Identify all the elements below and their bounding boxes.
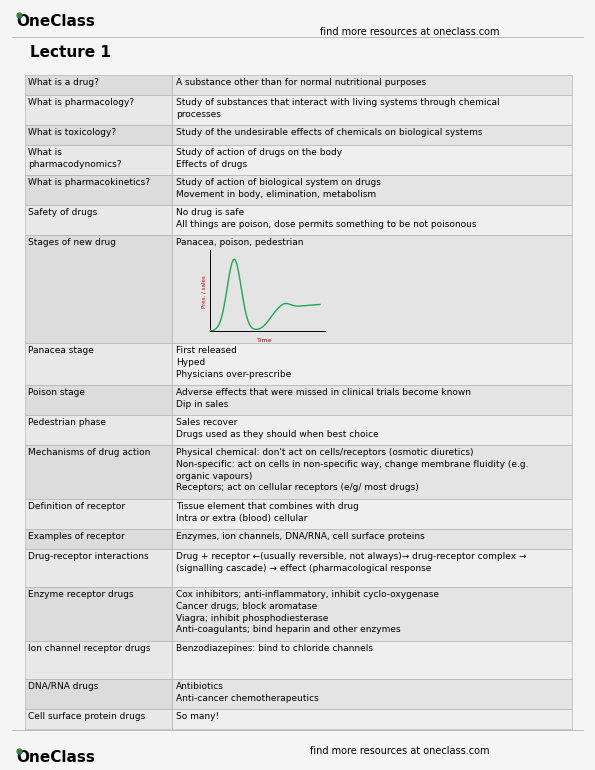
Bar xyxy=(25,175,172,205)
Bar xyxy=(25,587,172,641)
Bar xyxy=(172,145,572,175)
Bar xyxy=(172,125,572,145)
Text: Panacea, poison, pedestrian: Panacea, poison, pedestrian xyxy=(176,238,303,247)
Text: Pres. / sales: Pres. / sales xyxy=(201,276,206,308)
Text: What is pharmacology?: What is pharmacology? xyxy=(28,98,134,107)
Bar xyxy=(172,587,572,641)
Text: Definition of receptor: Definition of receptor xyxy=(28,502,125,511)
Bar xyxy=(172,235,572,343)
Text: Drug + receptor ←(usually reversible, not always)→ drug-receptor complex →
(sign: Drug + receptor ←(usually reversible, no… xyxy=(176,552,527,573)
Text: Panacea stage: Panacea stage xyxy=(28,346,94,355)
Bar xyxy=(25,529,172,549)
Bar xyxy=(25,125,172,145)
Text: Lecture 1: Lecture 1 xyxy=(30,45,111,60)
Text: What is a drug?: What is a drug? xyxy=(28,78,99,87)
Bar xyxy=(172,499,572,529)
Bar xyxy=(172,75,572,95)
Text: Ion channel receptor drugs: Ion channel receptor drugs xyxy=(28,644,151,653)
Bar xyxy=(172,175,572,205)
Text: Time: Time xyxy=(257,338,273,343)
Text: Stages of new drug: Stages of new drug xyxy=(28,238,116,247)
Text: No drug is safe
All things are poison, dose permits something to be not poisonou: No drug is safe All things are poison, d… xyxy=(176,208,477,229)
Text: OneClass: OneClass xyxy=(16,14,95,29)
Text: Sales recover
Drugs used as they should when best choice: Sales recover Drugs used as they should … xyxy=(176,418,379,439)
Text: Tissue element that combines with drug
Intra or extra (blood) cellular: Tissue element that combines with drug I… xyxy=(176,502,359,523)
Text: What is toxicology?: What is toxicology? xyxy=(28,128,116,137)
Text: Safety of drugs: Safety of drugs xyxy=(28,208,97,217)
Text: Study of the undesirable effects of chemicals on biological systems: Study of the undesirable effects of chem… xyxy=(176,128,483,137)
Text: OneClass: OneClass xyxy=(16,750,95,765)
Text: Enzymes, ion channels, DNA/RNA, cell surface proteins: Enzymes, ion channels, DNA/RNA, cell sur… xyxy=(176,532,425,541)
Bar xyxy=(25,415,172,445)
Text: find more resources at oneclass.com: find more resources at oneclass.com xyxy=(310,746,490,756)
Bar xyxy=(25,679,172,709)
Text: Antibiotics
Anti-cancer chemotherapeutics: Antibiotics Anti-cancer chemotherapeutic… xyxy=(176,682,319,703)
Text: First released
Hyped
Physicians over-prescribe: First released Hyped Physicians over-pre… xyxy=(176,346,291,379)
Bar xyxy=(25,549,172,587)
Bar xyxy=(172,95,572,125)
Bar xyxy=(172,709,572,729)
Bar xyxy=(25,145,172,175)
Text: Adverse effects that were missed in clinical trials become known
Dip in sales: Adverse effects that were missed in clin… xyxy=(176,388,471,409)
Bar xyxy=(172,343,572,385)
Text: Study of action of biological system on drugs
Movement in body, elimination, met: Study of action of biological system on … xyxy=(176,178,381,199)
Text: So many!: So many! xyxy=(176,712,219,721)
Text: Drug-receptor interactions: Drug-receptor interactions xyxy=(28,552,149,561)
Text: Physical chemical: don't act on cells/receptors (osmotic diuretics)
Non-specific: Physical chemical: don't act on cells/re… xyxy=(176,448,528,492)
Text: Cell surface protein drugs: Cell surface protein drugs xyxy=(28,712,145,721)
Text: What is pharmacokinetics?: What is pharmacokinetics? xyxy=(28,178,150,187)
Text: find more resources at oneclass.com: find more resources at oneclass.com xyxy=(320,27,499,37)
Bar xyxy=(172,641,572,679)
Text: Study of substances that interact with living systems through chemical
processes: Study of substances that interact with l… xyxy=(176,98,500,119)
Bar xyxy=(25,385,172,415)
Bar xyxy=(25,709,172,729)
Bar xyxy=(25,641,172,679)
Bar xyxy=(172,205,572,235)
Bar xyxy=(172,415,572,445)
Text: DNA/RNA drugs: DNA/RNA drugs xyxy=(28,682,98,691)
Text: A substance other than for normal nutritional purposes: A substance other than for normal nutrit… xyxy=(176,78,426,87)
Text: Enzyme receptor drugs: Enzyme receptor drugs xyxy=(28,590,134,599)
Bar xyxy=(25,499,172,529)
Bar xyxy=(172,529,572,549)
Bar xyxy=(25,235,172,343)
Bar xyxy=(172,679,572,709)
Bar xyxy=(172,385,572,415)
Bar xyxy=(25,343,172,385)
Text: Examples of receptor: Examples of receptor xyxy=(28,532,125,541)
Text: Mechanisms of drug action: Mechanisms of drug action xyxy=(28,448,151,457)
Bar xyxy=(25,445,172,499)
Bar xyxy=(25,205,172,235)
Text: Study of action of drugs on the body
Effects of drugs: Study of action of drugs on the body Eff… xyxy=(176,148,342,169)
Bar xyxy=(25,95,172,125)
Bar xyxy=(172,549,572,587)
Text: Poison stage: Poison stage xyxy=(28,388,85,397)
Text: Pedestrian phase: Pedestrian phase xyxy=(28,418,106,427)
Bar xyxy=(172,445,572,499)
Text: Cox inhibitors; anti-inflammatory, inhibit cyclo-oxygenase
Cancer drugs; block a: Cox inhibitors; anti-inflammatory, inhib… xyxy=(176,590,439,634)
Text: Benzodiazepines: bind to chloride channels: Benzodiazepines: bind to chloride channe… xyxy=(176,644,373,665)
Text: What is
pharmacodynomics?: What is pharmacodynomics? xyxy=(28,148,121,169)
Bar xyxy=(25,75,172,95)
